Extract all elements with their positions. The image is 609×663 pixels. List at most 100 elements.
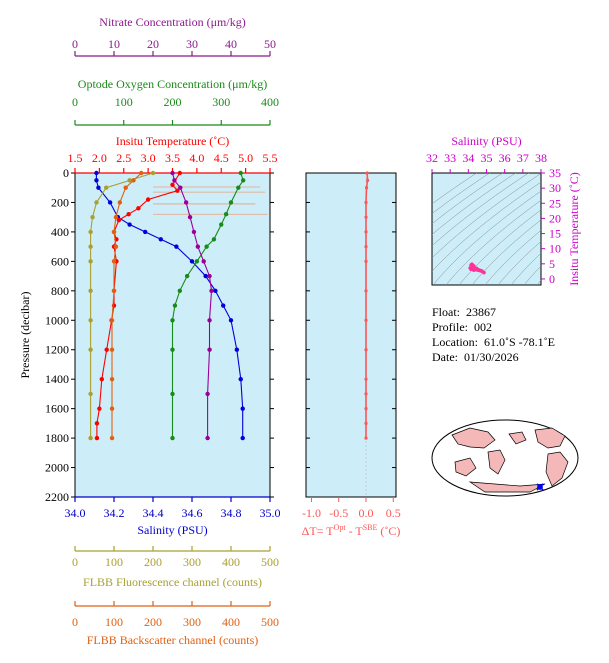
- ts-plot-area: [431, 172, 542, 286]
- fluorescence-tick-label: 100: [105, 555, 123, 569]
- temperature-tick-label: 4.0: [189, 151, 204, 165]
- ts-density-contour: [432, 173, 530, 247]
- fluorescence-data-point: [88, 347, 93, 352]
- pressure-tick-label: 2000: [45, 461, 69, 475]
- pressure-tick-label: 600: [51, 254, 69, 268]
- backscatter-tick-label: 400: [222, 615, 240, 629]
- delta-t-tick-label: 0.0: [359, 506, 374, 520]
- nitrate-axis-label: Nitrate Concentration (μm/kg): [99, 15, 245, 29]
- pressure-tick-label: 1000: [45, 313, 69, 327]
- salinity-data-point: [107, 200, 113, 205]
- delta-t-plot-area: [305, 172, 397, 498]
- salinity-profile-line: [95, 173, 244, 439]
- temperature-tick-label: 5.5: [263, 151, 278, 165]
- oxygen-data-point: [194, 259, 200, 264]
- temperature-tick-label: 2.5: [116, 151, 131, 165]
- backscatter-axis-label: FLBB Backscatter channel (counts): [87, 633, 259, 647]
- temperature-tick-label: 3.0: [141, 151, 156, 165]
- temperature-data-point: [99, 376, 105, 382]
- salinity-tick-label: 35.0: [260, 506, 281, 520]
- delta-t-label-part: SBE: [363, 523, 378, 532]
- float-label: Float:: [432, 305, 461, 319]
- nitrate-data-point: [170, 170, 175, 176]
- fluorescence-axis-label: FLBB Fluorescence channel (counts): [83, 575, 262, 589]
- backscatter-data-point: [111, 288, 117, 294]
- nitrate-data-point: [191, 229, 197, 235]
- ts-data-point: [482, 270, 486, 275]
- ts-data-point: [471, 268, 476, 272]
- delta-t-data-point: [364, 436, 368, 440]
- nitrate-tick-label: 30: [186, 37, 198, 51]
- fluorescence-data-point: [127, 178, 132, 183]
- nitrate-data-point: [207, 273, 212, 279]
- delta-t-line: [365, 172, 369, 439]
- pressure-tick-label: 1600: [45, 402, 69, 416]
- backscatter-data-point: [113, 244, 119, 249]
- nitrate-tick-label: 20: [147, 37, 159, 51]
- pressure-tick-label: 1800: [45, 431, 69, 445]
- ts-density-contour: [432, 181, 541, 272]
- pressure-tick-label: 0: [63, 166, 69, 180]
- pressure-tick-label: 400: [51, 225, 69, 239]
- fluorescence-tick-label: 500: [261, 555, 279, 569]
- temperature-tick-label: 2.0: [92, 151, 107, 165]
- temperature-data-point: [170, 182, 175, 187]
- map-landmass: [534, 427, 566, 449]
- nitrate-data-point: [205, 435, 210, 441]
- ts-density-contour: [432, 173, 504, 225]
- oxygen-data-point: [238, 170, 243, 176]
- oxygen-data-point: [170, 435, 175, 441]
- pressure-tick-label: 1400: [45, 372, 69, 386]
- nitrate-tick-label: 50: [264, 37, 276, 51]
- map-landmass: [487, 449, 506, 475]
- salinity-data-point: [213, 288, 218, 294]
- oxygen-data-point: [236, 185, 241, 190]
- fluorescence-data-point: [88, 318, 93, 323]
- temperature-tick-label: 4.5: [214, 151, 229, 165]
- salinity-data-point: [238, 376, 243, 382]
- map-landmass: [454, 457, 477, 477]
- oxygen-data-point: [184, 273, 190, 279]
- salinity-axis-label: Salinity (PSU): [137, 523, 207, 537]
- nitrate-data-point: [183, 200, 189, 205]
- map-landmass: [545, 451, 569, 487]
- nitrate-data-point: [205, 391, 210, 397]
- map-landmass: [451, 427, 496, 449]
- salinity-data-point: [127, 222, 132, 227]
- oxygen-data-point: [240, 178, 246, 183]
- salinity-data-point: [94, 178, 99, 183]
- ts-density-contour: [445, 199, 541, 285]
- nitrate-data-point: [187, 214, 193, 220]
- nitrate-tick-label: 10: [108, 37, 120, 51]
- oxygen-data-point: [223, 212, 229, 217]
- backscatter-data-point: [109, 376, 115, 382]
- oxygen-tick-label: 200: [164, 95, 182, 109]
- delta-t-label-part: (˚C): [377, 524, 400, 538]
- map-landmass: [508, 431, 527, 445]
- ts-data-point: [479, 268, 483, 273]
- delta-t-axis-label: ΔT= TOpt - TSBE (˚C): [302, 523, 401, 538]
- fluorescence-data-point: [88, 244, 93, 249]
- nitrate-data-point: [178, 185, 183, 190]
- ts-density-contour: [458, 209, 541, 285]
- ts-temp-tick-label: 25: [549, 196, 561, 210]
- temperature-data-point: [94, 421, 100, 426]
- delta-t-data-point: [364, 348, 368, 352]
- fluorescence-data-point: [94, 200, 99, 205]
- ts-salinity-tick-label: 37: [517, 151, 529, 165]
- temperature-tick-label: 5.0: [238, 151, 253, 165]
- map-landmass: [468, 481, 546, 493]
- salinity-data-point: [228, 318, 234, 323]
- temperature-data-point: [116, 217, 122, 223]
- oxygen-data-point: [228, 200, 234, 205]
- oxygen-data-point: [170, 391, 175, 397]
- date-label: Date:: [432, 350, 458, 364]
- delta-t-tick-label: -0.5: [329, 506, 348, 520]
- location-value: 61.0˚S -78.1˚E: [483, 335, 555, 349]
- backscatter-data-point: [123, 185, 128, 190]
- fluorescence-data-point: [88, 288, 93, 294]
- pressure-axis-label: Pressure (decibar): [18, 292, 32, 379]
- delta-t-data-point: [364, 245, 368, 249]
- temperature-tick-label: 1.5: [68, 151, 83, 165]
- ts-density-contour: [523, 265, 541, 285]
